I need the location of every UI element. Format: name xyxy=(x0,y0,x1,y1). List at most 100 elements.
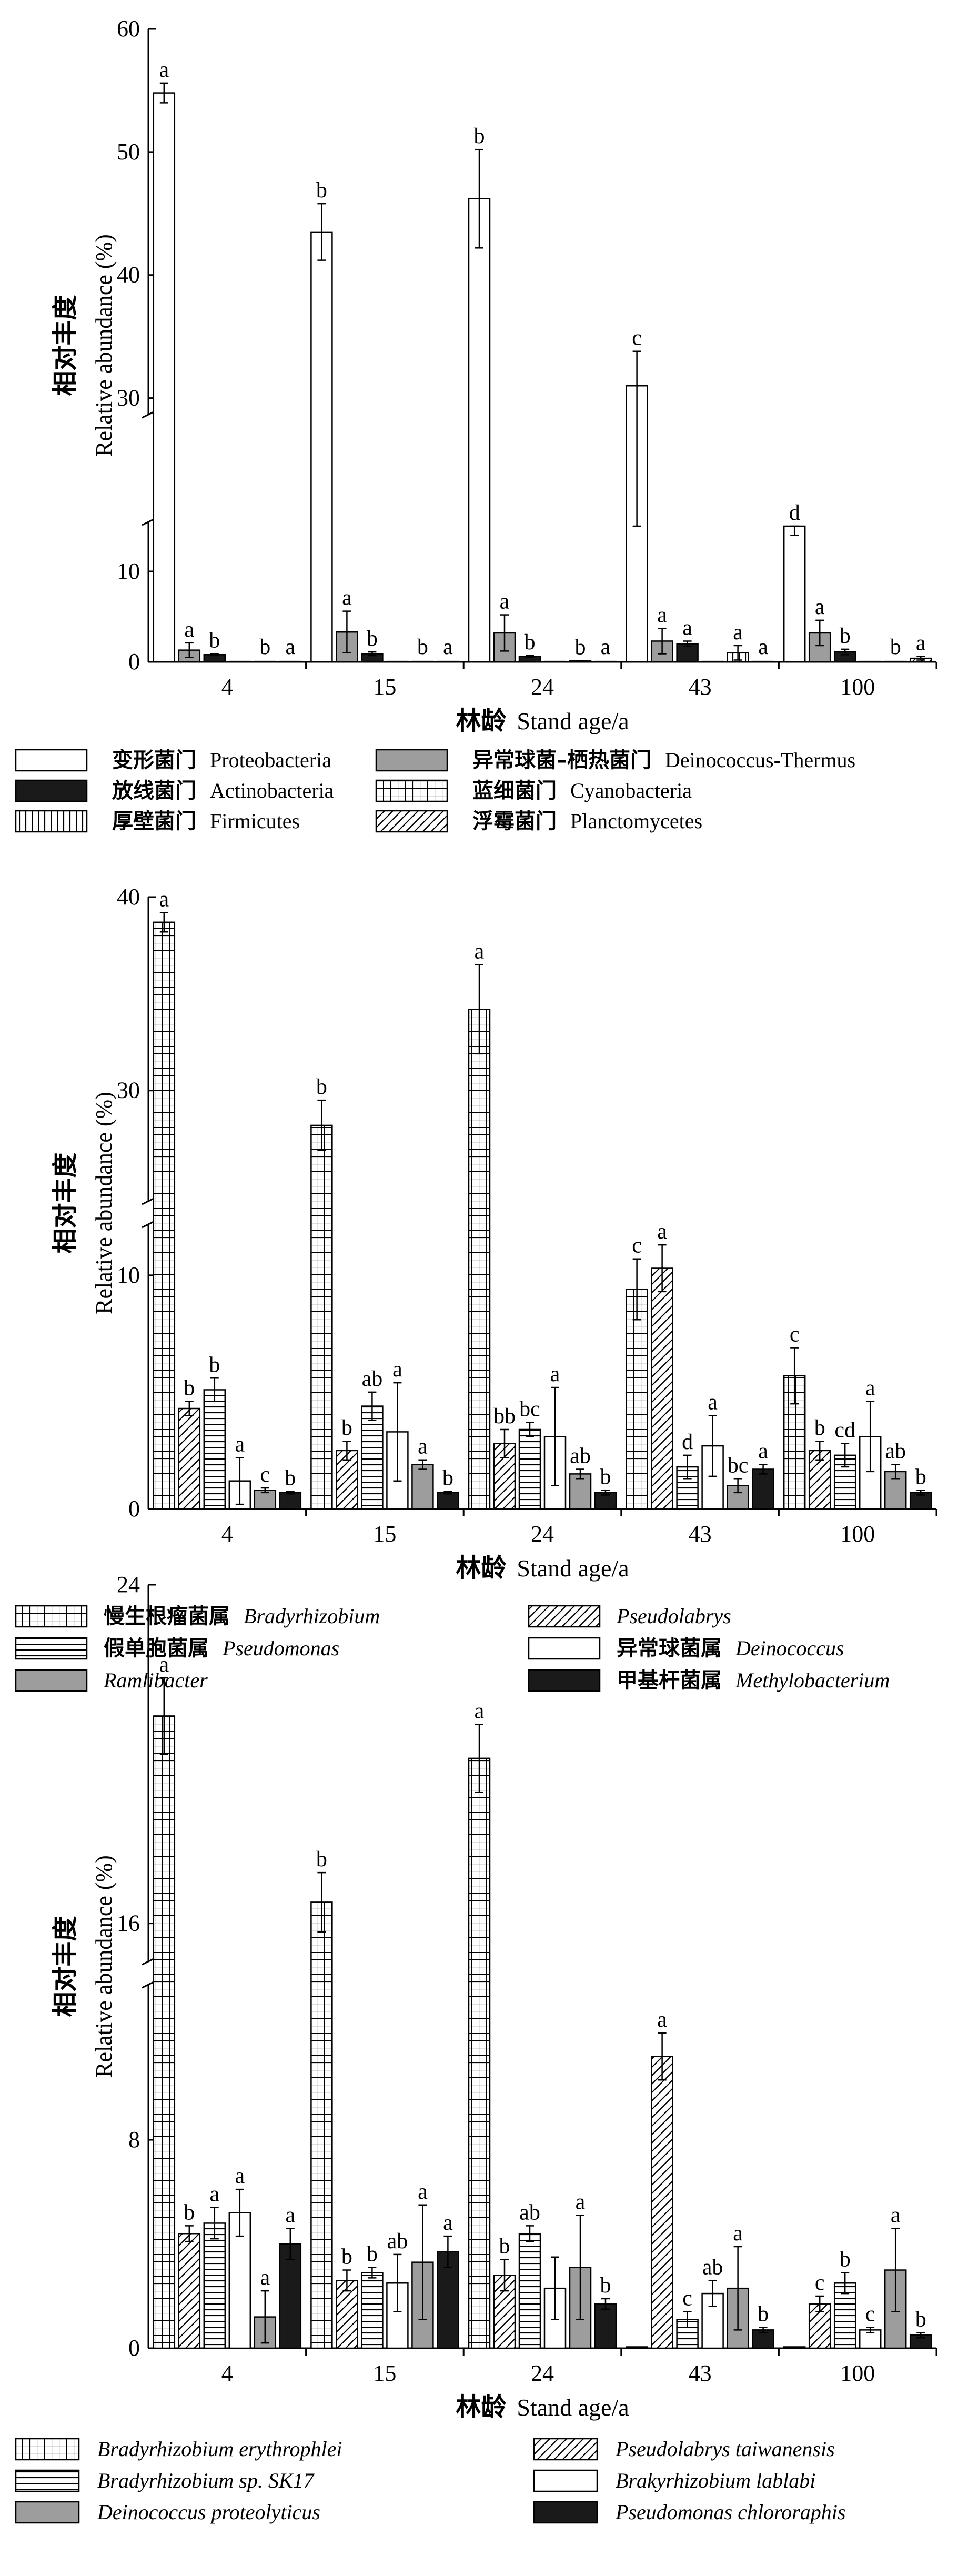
y-tick-label: 24 xyxy=(117,1572,140,1597)
y-axis-title-cn: 相对丰度 xyxy=(51,1152,80,1253)
x-tick-label: 43 xyxy=(689,2360,712,2386)
x-tick-label: 43 xyxy=(689,1521,712,1547)
significance-label: b xyxy=(915,1465,926,1489)
legend-label-cn: 异常球菌–栖热菌门 xyxy=(472,748,651,772)
legend-entry: 厚壁菌门 Firmicutes xyxy=(112,809,300,833)
significance-label: b xyxy=(840,2247,851,2271)
significance-label: b xyxy=(367,627,378,651)
bar-2-2-1 xyxy=(361,2272,384,2349)
axis-break-mark xyxy=(142,1980,155,1989)
bar-1-2-2 xyxy=(518,1428,541,1510)
bar-2-0-0 xyxy=(153,1715,176,2349)
significance-label: a xyxy=(235,1432,245,1456)
legend-swatch xyxy=(528,1669,601,1692)
significance-label: a xyxy=(708,1390,718,1414)
significance-label: b xyxy=(341,2245,352,2269)
legend-entry: 异常球菌–栖热菌门 Deinococcus-Thermus xyxy=(472,748,855,772)
legend-label-en: Ramlibacter xyxy=(103,1668,208,1692)
legend-entry: Ramlibacter xyxy=(103,1668,208,1692)
x-tick-label: 43 xyxy=(689,674,712,700)
y-axis-title: 相对丰度 Relative abundance (%) xyxy=(51,1855,117,2078)
significance-label: d xyxy=(789,501,800,525)
bar-2-2-0 xyxy=(203,2222,226,2349)
bar-0-0-1 xyxy=(310,231,333,663)
legend-label-en: Pseudolabrys taiwanensis xyxy=(615,2437,835,2461)
legend-label-en: Bradyrhizobium sp. SK17 xyxy=(97,2469,315,2492)
significance-label: ab xyxy=(570,1444,591,1468)
axis-break-mark xyxy=(142,410,155,419)
significance-label: ab xyxy=(885,1440,906,1464)
significance-label: a xyxy=(916,631,926,656)
bar-1-5-3 xyxy=(752,1468,774,1510)
significance-label: b xyxy=(525,630,536,655)
legend-label-en: Brakyrhizobium lablabi xyxy=(616,2469,815,2492)
y-axis-title-en: Relative abundance (%) xyxy=(91,1855,117,2078)
axis-break-mark xyxy=(142,1197,155,1205)
legend: 变形菌门 Proteobacteria 异常球菌–栖热菌门 Deinococcus-T… xyxy=(15,748,855,833)
bar-1-1-3 xyxy=(651,1267,673,1510)
legend-swatch xyxy=(375,810,448,833)
x-tick-label: 15 xyxy=(373,1521,396,1547)
significance-label: a xyxy=(159,58,169,82)
x-tick-label: 100 xyxy=(840,2360,875,2386)
legend-label-en: Pseudolabrys xyxy=(616,1604,731,1628)
legend-label-cn: 假单胞菌属 xyxy=(104,1636,209,1661)
y-tick-label: 0 xyxy=(128,2335,140,2361)
legend-entry: 变形菌门 Proteobacteria xyxy=(112,748,331,772)
y-tick-label: 50 xyxy=(117,139,140,165)
significance-label: a xyxy=(184,618,194,642)
x-tick-label: 100 xyxy=(840,674,875,700)
legend-entry: 浮霉菌门 Planctomycetes xyxy=(472,809,702,833)
legend-swatch xyxy=(15,2438,80,2461)
significance-label: a xyxy=(392,1357,402,1382)
axis-break-mark xyxy=(142,1957,155,1966)
x-tick-label: 24 xyxy=(531,2360,554,2386)
significance-label: a xyxy=(865,1376,875,1401)
legend-label-en: Cyanobacteria xyxy=(570,779,692,802)
significance-label: c xyxy=(815,2271,825,2295)
legend-entry: 慢生根瘤菌属 Bradyrhizobium xyxy=(104,1604,380,1628)
legend-label-cn: 异常球菌属 xyxy=(617,1636,722,1661)
legend-entry: 放线菌门 Actinobacteria xyxy=(112,779,334,803)
x-tick-label: 15 xyxy=(373,674,396,700)
significance-label: ab xyxy=(387,2229,408,2253)
legend-swatch xyxy=(15,1637,88,1660)
legend-swatch xyxy=(533,2469,598,2492)
legend-swatch xyxy=(15,810,88,833)
significance-label: bc xyxy=(519,1397,540,1422)
y-tick-label: 30 xyxy=(117,385,140,411)
significance-label: b xyxy=(316,1075,327,1099)
legend-swatch xyxy=(15,749,88,772)
significance-label: a xyxy=(342,586,352,610)
legend-swatch xyxy=(528,1605,601,1628)
significance-label: a xyxy=(209,2182,219,2207)
significance-label: b xyxy=(915,2307,926,2331)
significance-label: b xyxy=(285,1466,296,1491)
y-tick-label: 60 xyxy=(117,16,140,42)
y-tick-label: 10 xyxy=(117,558,140,584)
legend-label-en: Proteobacteria xyxy=(210,748,331,772)
y-tick-label: 8 xyxy=(128,2127,140,2152)
legend-entry: Bradyrhizobium sp. SK17 xyxy=(97,2469,315,2492)
significance-label: bc xyxy=(728,1453,749,1477)
y-axis-title-cn: 相对丰度 xyxy=(51,1916,80,2017)
legend-swatch xyxy=(15,2469,80,2492)
significance-label: a xyxy=(815,595,825,619)
bar-0-3-2 xyxy=(543,660,567,663)
legend-entry: Pseudolabrys xyxy=(616,1604,731,1628)
legend-swatch xyxy=(15,1669,88,1692)
x-tick-label: 4 xyxy=(221,2360,233,2386)
significance-label: a xyxy=(443,2211,453,2235)
significance-label: b xyxy=(209,1353,220,1377)
legend-swatch xyxy=(533,2438,598,2461)
significance-label: b xyxy=(259,635,270,659)
bar-1-1-0 xyxy=(178,1407,201,1510)
significance-label: a xyxy=(576,2190,586,2215)
bar-1-5-1 xyxy=(437,1492,459,1510)
x-tick-label: 24 xyxy=(531,1521,554,1547)
significance-label: a xyxy=(657,603,667,627)
significance-label: b xyxy=(575,635,586,659)
legend-entry: 甲基杆菌属 Methylobacterium xyxy=(617,1668,890,1693)
significance-label: b xyxy=(209,629,220,653)
